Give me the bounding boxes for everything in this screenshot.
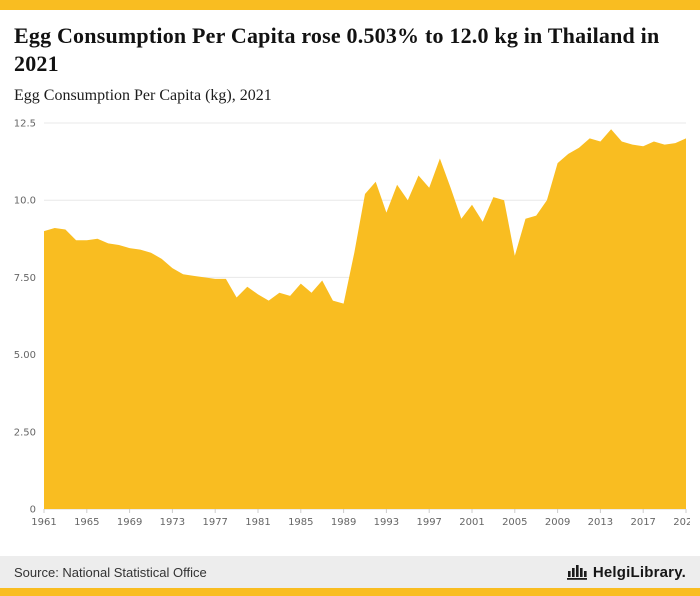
x-tick-label: 2017 (630, 517, 655, 528)
x-tick-label: 1985 (288, 517, 313, 528)
x-tick-label: 2013 (588, 517, 613, 528)
y-tick-label: 0 (30, 504, 36, 515)
x-tick-label: 1969 (117, 517, 142, 528)
x-tick-label: 1961 (31, 517, 56, 528)
y-tick-label: 2.50 (14, 427, 36, 438)
chart-title: Egg Consumption Per Capita rose 0.503% t… (14, 23, 660, 76)
chart-subtitle: Egg Consumption Per Capita (kg), 2021 (14, 86, 272, 104)
x-tick-label: 1989 (331, 517, 356, 528)
logo-text: HelgiLibrary. (592, 563, 686, 581)
y-tick-label: 12.5 (14, 118, 36, 129)
x-tick-label: 1977 (202, 517, 227, 528)
chart-footer: Source: National Statistical Office Helg… (0, 556, 700, 588)
top-accent-bar (0, 0, 700, 10)
bottom-accent-bar (0, 588, 700, 596)
area-chart: 12.5 10.0 7.50 5.00 2.50 0 1961 1965 1969 1973 197… (0, 105, 700, 535)
x-tick-label: 1965 (74, 517, 99, 528)
x-tick-label: 1981 (245, 517, 270, 528)
y-tick-label: 10.0 (14, 196, 36, 207)
x-tick-label: 2001 (459, 517, 484, 528)
x-tick-label: 2009 (545, 517, 570, 528)
x-tick-label: 1973 (160, 517, 185, 528)
y-tick-label: 7.50 (14, 273, 36, 284)
x-tick-label: 2005 (502, 517, 527, 528)
helgi-library-logo: HelgiLibrary. (566, 563, 686, 581)
x-tick-label: 2021 (673, 517, 690, 528)
chart-header: Egg Consumption Per Capita rose 0.503% t… (0, 10, 700, 105)
chart-canvas: 12.5 10.0 7.50 5.00 2.50 0 1961 1965 1969 1973 197… (14, 118, 690, 528)
helgi-logo-icon (566, 565, 587, 580)
source-text: Source: National Statistical Office (14, 564, 207, 580)
spacer (0, 535, 700, 556)
area-series (44, 129, 686, 509)
x-tick-label: 1993 (374, 517, 399, 528)
x-tick-label: 1997 (416, 517, 441, 528)
y-tick-label: 5.00 (14, 350, 36, 361)
